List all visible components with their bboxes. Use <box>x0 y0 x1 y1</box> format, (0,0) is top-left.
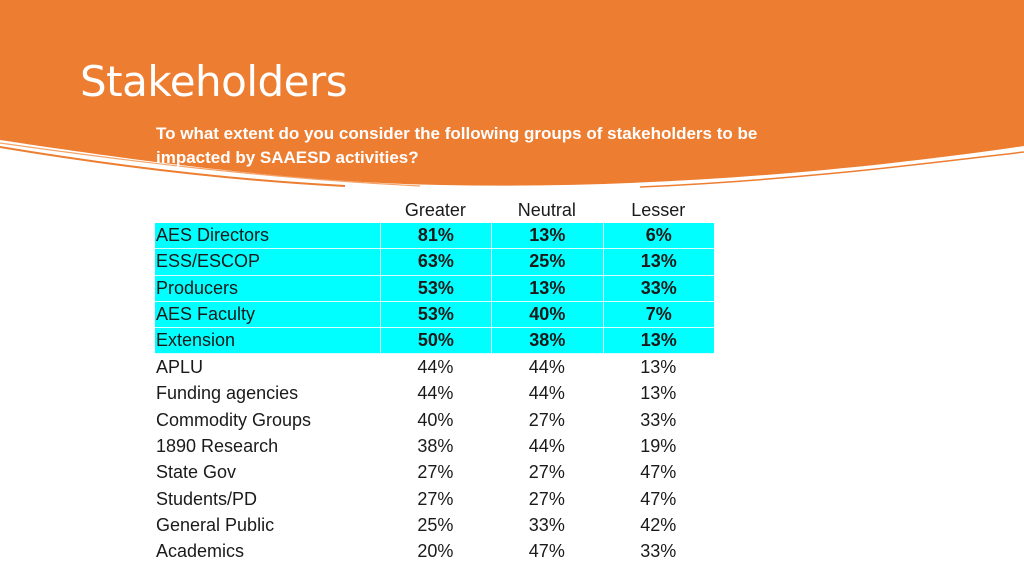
cell-neutral: 44% <box>528 383 565 404</box>
cell-greater: 53% <box>379 301 491 328</box>
cell-neutral: 44% <box>528 357 565 378</box>
cell-neutral: 27% <box>528 462 565 483</box>
row-label: 1890 Research <box>156 436 279 457</box>
cell-lesser: 47% <box>640 488 677 509</box>
cell-neutral: 25% <box>491 249 602 275</box>
cell-greater: 20% <box>417 541 454 562</box>
header-swoosh-line-light <box>0 142 421 187</box>
row-label: General Public <box>156 514 275 535</box>
cell-lesser: 33% <box>640 409 677 430</box>
cell-lesser: 7% <box>602 301 714 328</box>
table-row: ESS/ESCOP 63% 25% 13% <box>155 249 714 276</box>
cell-greater: 81% <box>379 223 491 249</box>
cell-lesser: 6% <box>602 223 714 249</box>
table-row: 1890 Research 38% 44% 19% <box>155 433 714 459</box>
table-header-row: Greater Neutral Lesser <box>155 197 714 223</box>
cell-greater: 27% <box>417 462 454 483</box>
cell-lesser: 13% <box>602 249 714 275</box>
column-header-greater: Greater <box>404 199 466 220</box>
cell-lesser: 33% <box>640 541 677 562</box>
row-label: Students/PD <box>156 488 258 509</box>
table-row: Commodity Groups 40% 27% 33% <box>155 407 714 433</box>
table-row: Extension 50% 38% 13% <box>155 328 714 355</box>
row-label: AES Directors <box>156 225 270 246</box>
cell-neutral: 13% <box>491 275 602 301</box>
column-header-lesser: Lesser <box>631 199 686 220</box>
table-row: AES Directors 81% 13% 6% <box>155 223 714 250</box>
row-label: State Gov <box>156 462 237 483</box>
cell-neutral: 38% <box>491 328 602 354</box>
stakeholder-table: Greater Neutral Lesser AES Directors 81% 1… <box>155 197 714 565</box>
cell-neutral: 44% <box>528 436 565 457</box>
cell-greater: 63% <box>379 249 491 275</box>
cell-neutral: 27% <box>528 488 565 509</box>
cell-lesser: 42% <box>640 514 677 535</box>
cell-lesser: 13% <box>640 383 677 404</box>
cell-greater: 40% <box>417 409 454 430</box>
cell-lesser: 13% <box>602 328 714 354</box>
cell-lesser: 19% <box>640 436 677 457</box>
cell-neutral: 13% <box>491 223 602 249</box>
table-row: Academics 20% 47% 33% <box>155 539 714 565</box>
cell-lesser: 33% <box>602 275 714 301</box>
table-row: APLU 44% 44% 13% <box>155 354 714 380</box>
cell-lesser: 13% <box>640 357 677 378</box>
row-label: Academics <box>156 541 245 562</box>
cell-neutral: 27% <box>528 409 565 430</box>
row-label: Commodity Groups <box>156 409 312 430</box>
row-label: Producers <box>156 277 239 298</box>
cell-neutral: 33% <box>528 514 565 535</box>
cell-greater: 25% <box>417 514 454 535</box>
cell-greater: 38% <box>417 436 454 457</box>
table-row: Producers 53% 13% 33% <box>155 275 714 302</box>
cell-greater: 53% <box>379 275 491 301</box>
cell-greater: 27% <box>417 488 454 509</box>
row-label: APLU <box>156 357 204 378</box>
table-row: Students/PD 27% 27% 47% <box>155 486 714 512</box>
table-row: General Public 25% 33% 42% <box>155 512 714 538</box>
table-row: State Gov 27% 27% 47% <box>155 460 714 486</box>
header-swoosh-line-right <box>639 151 1024 188</box>
table-body: AES Directors 81% 13% 6% ESS/ESCOP 63% 25% 13% P… <box>155 223 714 565</box>
survey-question: To what extent do you consider the follo… <box>156 124 758 167</box>
cell-lesser: 47% <box>640 462 677 483</box>
cell-greater: 44% <box>417 383 454 404</box>
header-banner <box>0 0 1024 188</box>
page-title: Stakeholders <box>80 57 348 106</box>
cell-neutral: 40% <box>491 301 602 328</box>
cell-greater: 44% <box>417 357 454 378</box>
row-label: ESS/ESCOP <box>156 251 261 272</box>
row-label: Funding agencies <box>156 383 299 404</box>
table-row: AES Faculty 53% 40% 7% <box>155 301 714 329</box>
cell-neutral: 47% <box>528 541 565 562</box>
header-swoosh-line <box>0 146 346 187</box>
header-orange-shape <box>0 0 1024 186</box>
row-label: Extension <box>156 330 236 351</box>
table-row: Funding agencies 44% 44% 13% <box>155 381 714 407</box>
row-label: AES Faculty <box>156 304 256 325</box>
column-header-neutral: Neutral <box>517 199 576 220</box>
cell-greater: 50% <box>379 328 491 354</box>
